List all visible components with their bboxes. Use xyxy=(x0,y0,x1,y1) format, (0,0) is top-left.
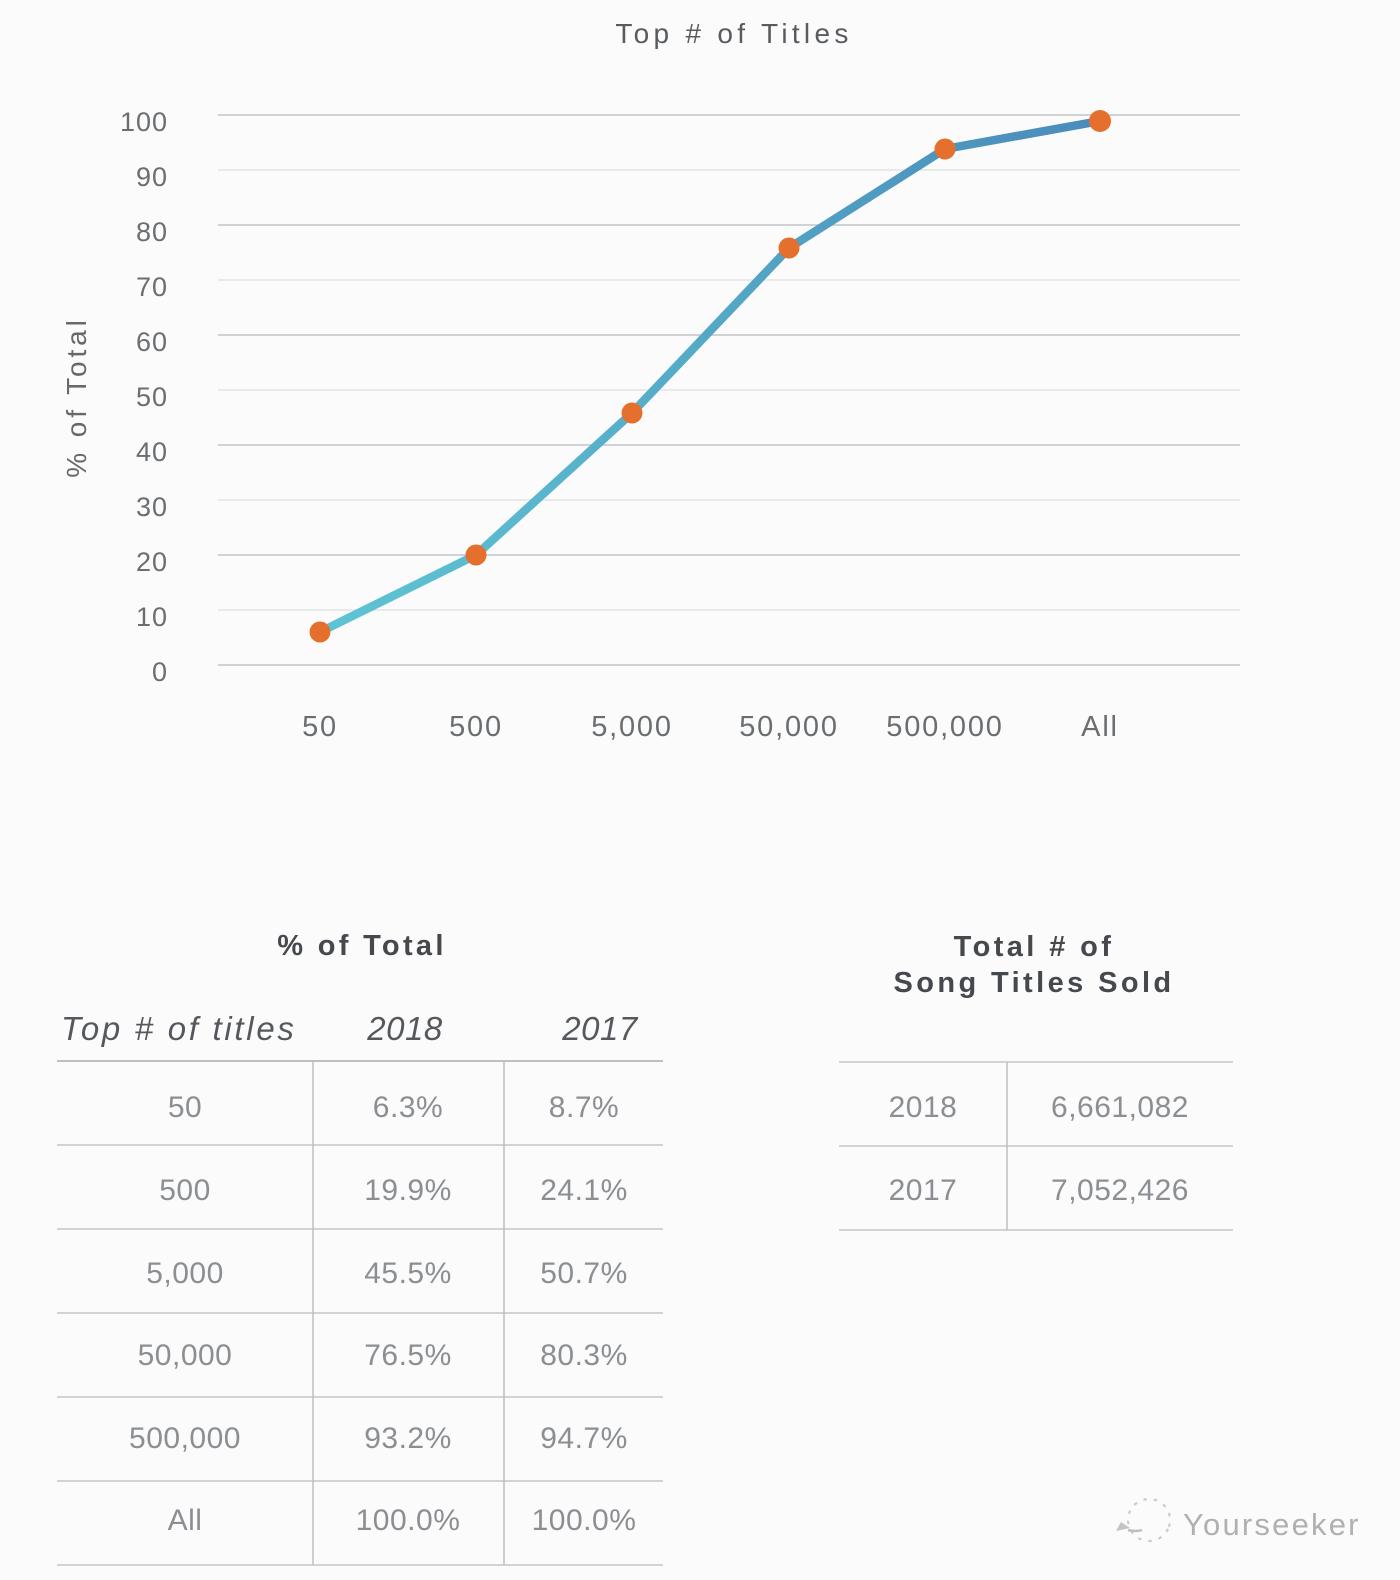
svg-text:7,052,426: 7,052,426 xyxy=(1051,1174,1189,1207)
svg-text:70: 70 xyxy=(136,272,168,302)
svg-text:5,000: 5,000 xyxy=(146,1257,224,1290)
svg-text:8.7%: 8.7% xyxy=(549,1091,619,1124)
svg-text:5,000: 5,000 xyxy=(591,711,673,743)
svg-text:6.3%: 6.3% xyxy=(373,1091,443,1124)
svg-text:24.1%: 24.1% xyxy=(540,1174,628,1207)
svg-text:500: 500 xyxy=(449,711,503,743)
svg-text:500: 500 xyxy=(159,1174,211,1207)
svg-text:0: 0 xyxy=(152,657,168,687)
svg-text:20: 20 xyxy=(136,547,168,577)
svg-text:50.7%: 50.7% xyxy=(540,1257,628,1290)
svg-text:100.0%: 100.0% xyxy=(356,1504,461,1537)
svg-text:Total # of: Total # of xyxy=(954,931,1115,963)
svg-text:500,000: 500,000 xyxy=(886,711,1003,743)
svg-text:% of Total: % of Total xyxy=(61,316,92,477)
svg-text:All: All xyxy=(168,1504,203,1537)
svg-text:500,000: 500,000 xyxy=(129,1422,241,1455)
svg-text:100.0%: 100.0% xyxy=(532,1504,637,1537)
svg-text:2018: 2018 xyxy=(889,1091,958,1124)
svg-text:50: 50 xyxy=(168,1091,202,1124)
svg-text:Song Titles Sold: Song Titles Sold xyxy=(893,967,1174,999)
svg-text:100: 100 xyxy=(120,107,168,137)
svg-text:% of Total: % of Total xyxy=(277,930,446,962)
svg-text:50: 50 xyxy=(302,711,338,743)
svg-text:Yourseeker: Yourseeker xyxy=(1183,1507,1361,1542)
svg-text:80.3%: 80.3% xyxy=(540,1339,628,1372)
svg-text:All: All xyxy=(1081,711,1119,743)
svg-text:2017: 2017 xyxy=(889,1174,958,1207)
svg-text:90: 90 xyxy=(136,162,168,192)
svg-text:Top # of titles: Top # of titles xyxy=(61,1010,297,1047)
svg-text:40: 40 xyxy=(136,437,168,467)
svg-text:45.5%: 45.5% xyxy=(364,1257,452,1290)
svg-text:80: 80 xyxy=(136,217,168,247)
svg-text:60: 60 xyxy=(136,327,168,357)
svg-text:93.2%: 93.2% xyxy=(364,1422,452,1455)
svg-text:2018: 2018 xyxy=(366,1010,443,1047)
svg-text:10: 10 xyxy=(136,602,168,632)
svg-text:50,000: 50,000 xyxy=(138,1339,233,1372)
svg-text:94.7%: 94.7% xyxy=(540,1422,628,1455)
svg-text:6,661,082: 6,661,082 xyxy=(1051,1091,1189,1124)
svg-text:19.9%: 19.9% xyxy=(364,1174,452,1207)
svg-text:30: 30 xyxy=(136,492,168,522)
svg-text:Top # of Titles: Top # of Titles xyxy=(615,18,852,49)
svg-text:2017: 2017 xyxy=(561,1010,639,1047)
svg-text:50: 50 xyxy=(136,382,168,412)
svg-text:50,000: 50,000 xyxy=(739,711,839,743)
svg-text:76.5%: 76.5% xyxy=(364,1339,452,1372)
